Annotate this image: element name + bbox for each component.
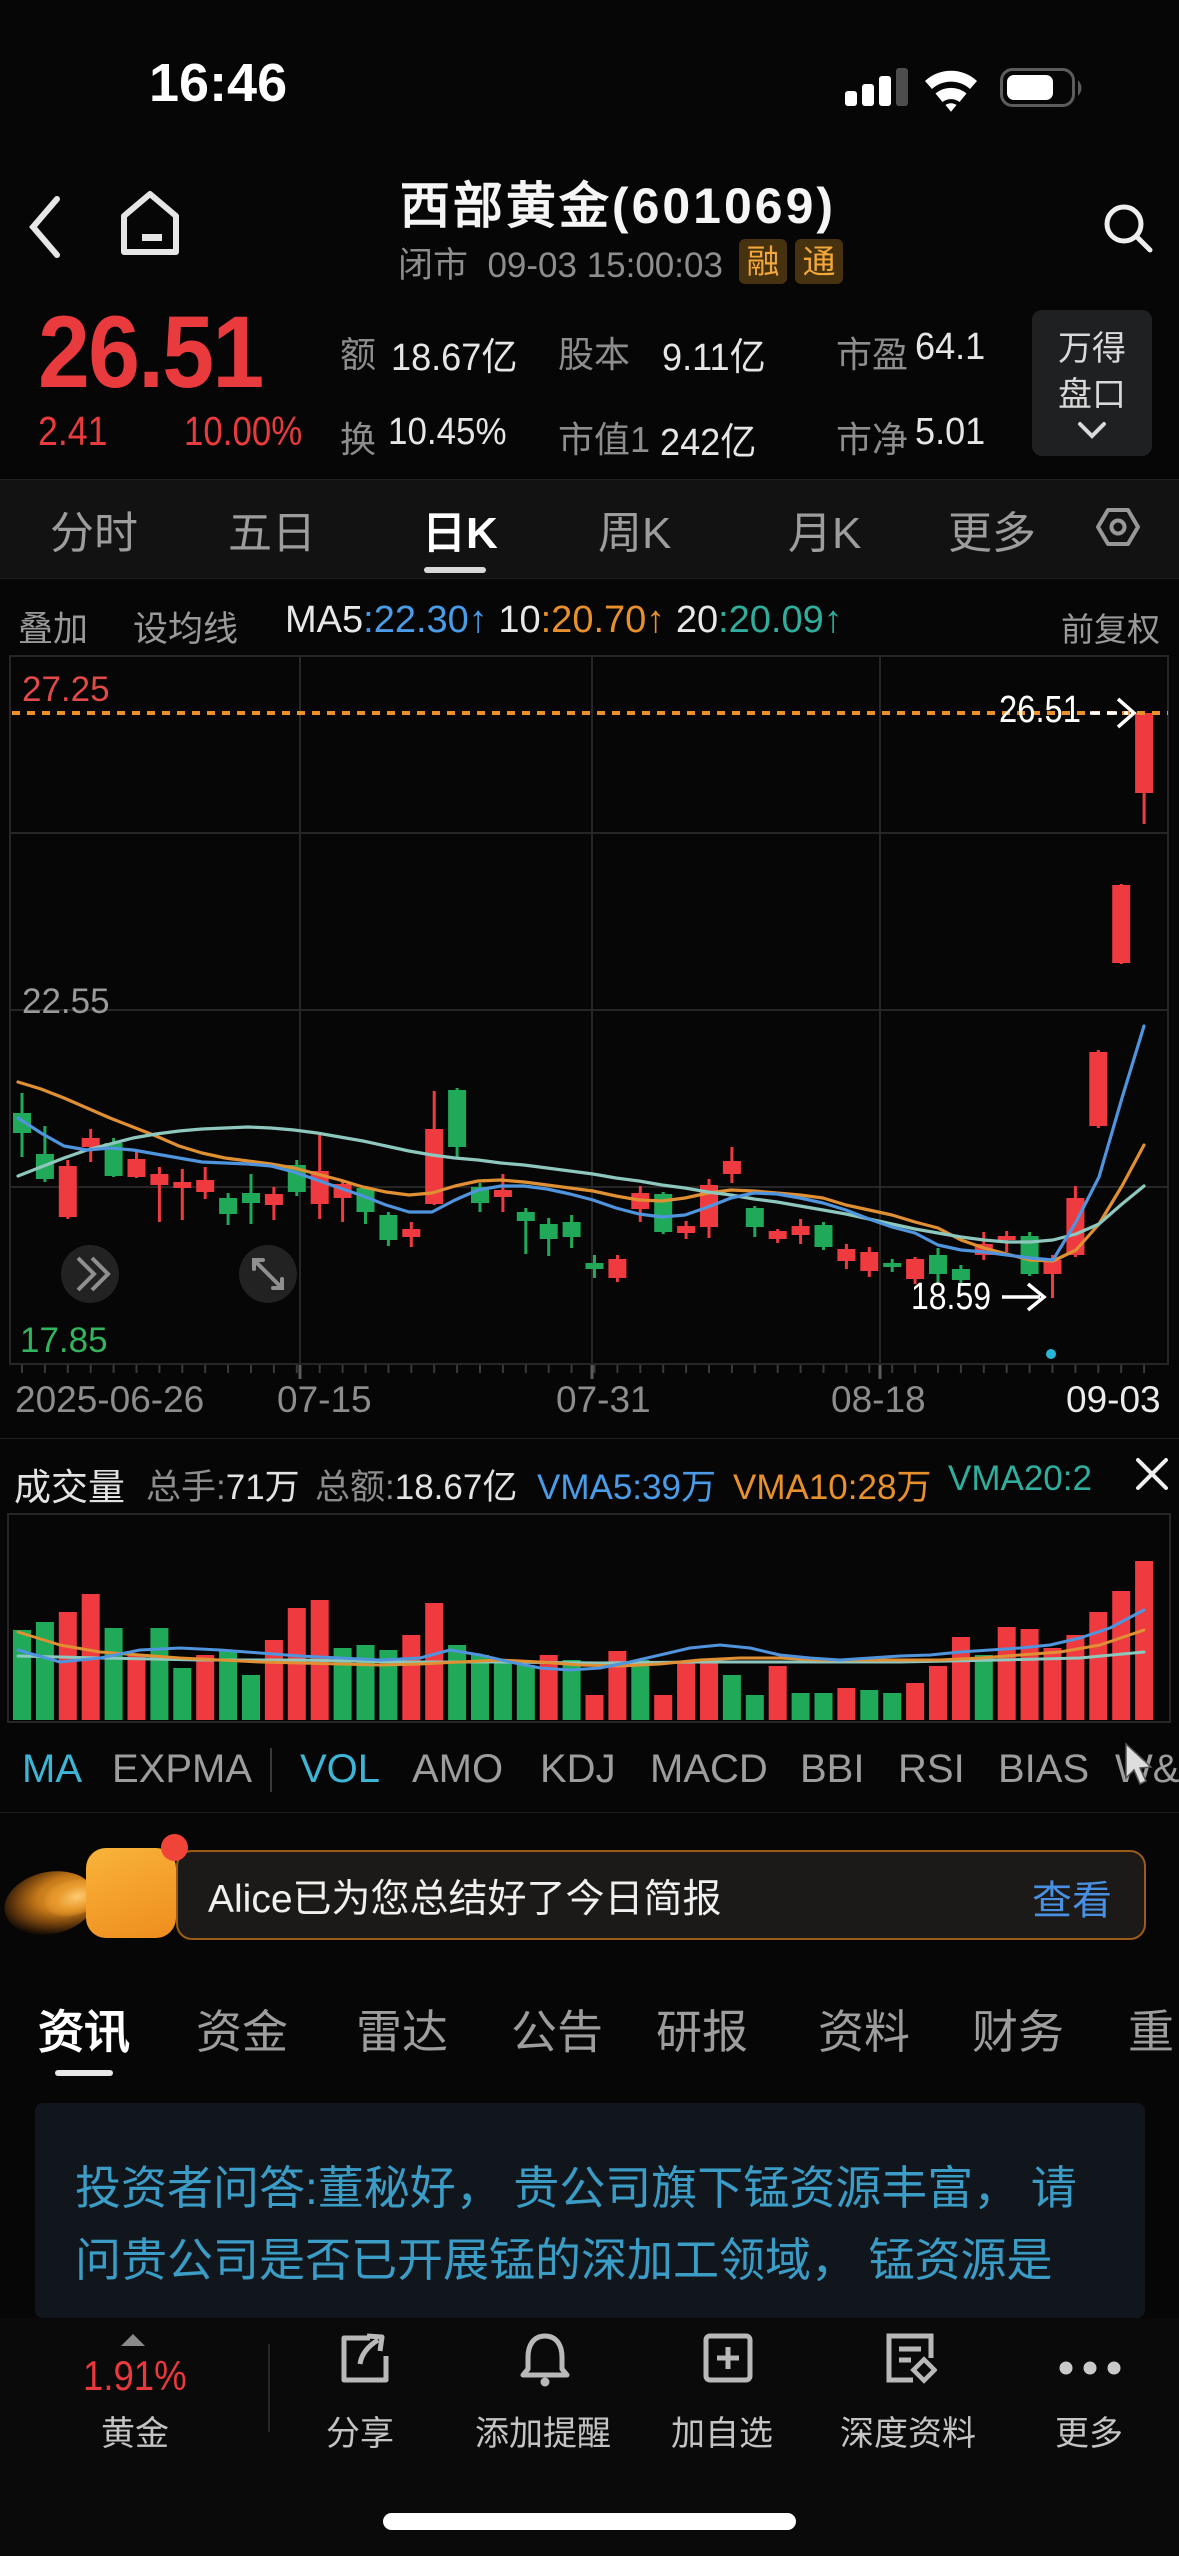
- svg-text:2025-06-26: 2025-06-26: [15, 1379, 204, 1420]
- svg-text:08-18: 08-18: [831, 1379, 926, 1420]
- svg-text:27.25: 27.25: [22, 670, 110, 709]
- svg-text:17.85: 17.85: [20, 1321, 108, 1360]
- svg-text:18.59: 18.59: [911, 1276, 991, 1318]
- svg-text:26.51: 26.51: [999, 689, 1081, 731]
- svg-text:07-31: 07-31: [556, 1379, 651, 1420]
- svg-text:09-03: 09-03: [1066, 1379, 1161, 1420]
- svg-text:22.55: 22.55: [22, 982, 110, 1021]
- svg-text:07-15: 07-15: [277, 1379, 372, 1420]
